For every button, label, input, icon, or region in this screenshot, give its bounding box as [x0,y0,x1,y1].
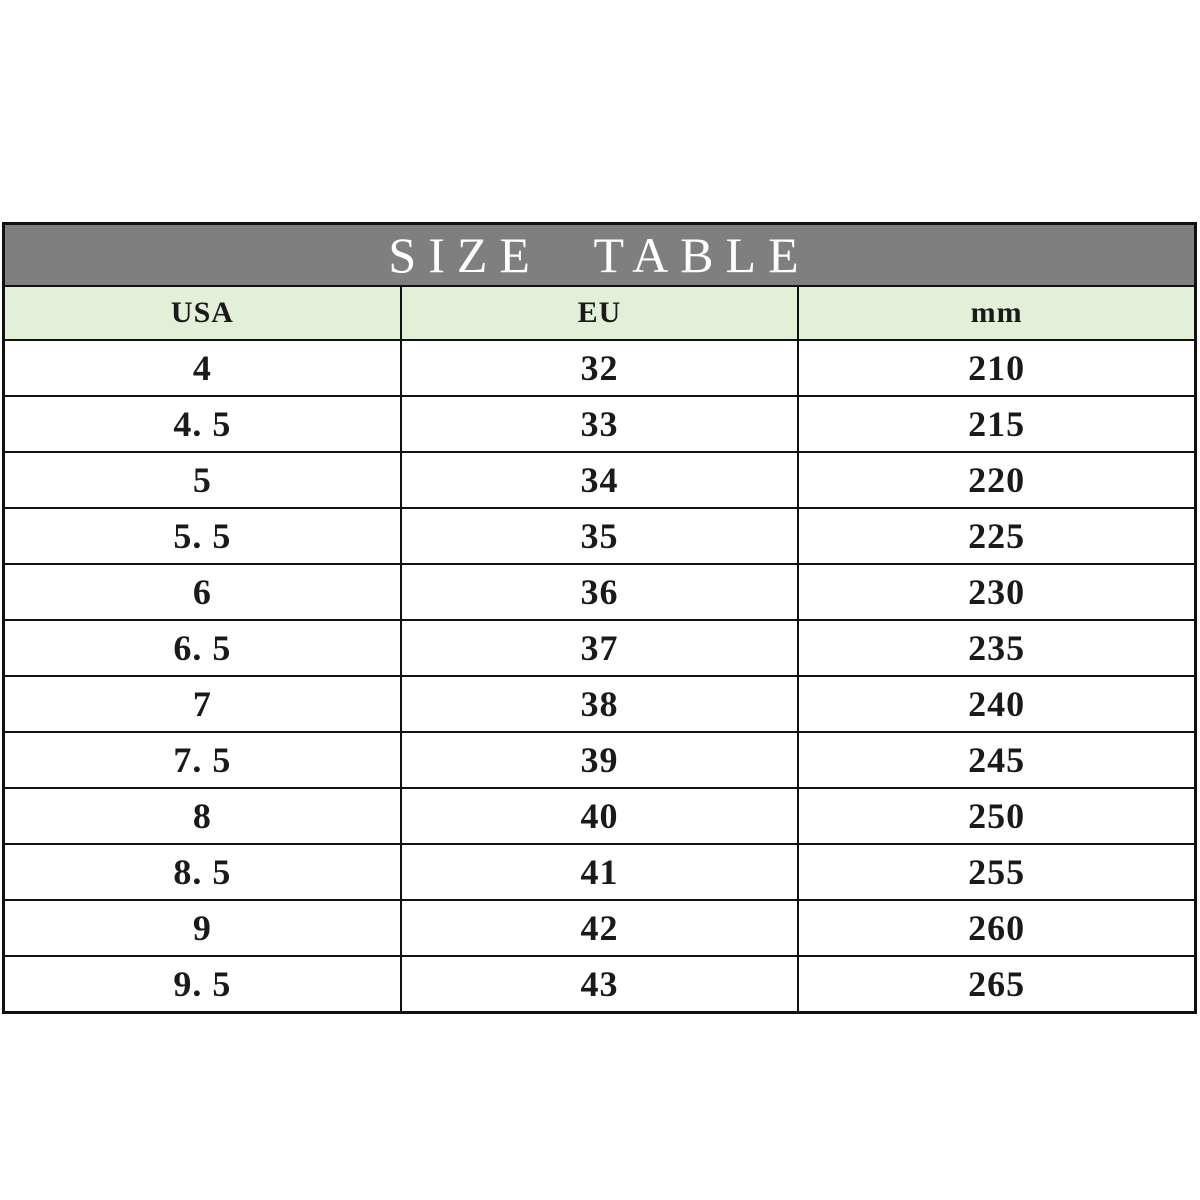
usa-size-cell: 9. 5 [2,955,402,1014]
table-row: 7. 5 39 245 [2,731,1197,789]
eu-size-cell: 32 [399,339,800,397]
size-table-body: 4 32 210 4. 5 33 215 5 34 220 5. 5 35 22… [2,339,1197,1014]
usa-size-cell: 8. 5 [2,843,402,901]
size-table-head: SIZE TABLE USA EU mm [2,222,1197,341]
mm-length-cell: 265 [797,955,1197,1014]
table-row: 4. 5 33 215 [2,395,1197,453]
mm-length-cell: 215 [797,395,1197,453]
table-row: 4 32 210 [2,339,1197,397]
eu-size-cell: 43 [399,955,800,1014]
eu-size-cell: 37 [399,619,800,677]
eu-size-cell: 41 [399,843,800,901]
size-table: SIZE TABLE USA EU mm 4 32 210 4. 5 33 21… [2,222,1197,1014]
mm-length-cell: 260 [797,899,1197,957]
table-row: 7 38 240 [2,675,1197,733]
mm-length-cell: 220 [797,451,1197,509]
table-title: SIZE TABLE [2,222,1197,287]
column-header-row: USA EU mm [2,285,1197,341]
usa-size-cell: 5 [2,451,402,509]
eu-size-cell: 35 [399,507,800,565]
table-row: 9 42 260 [2,899,1197,957]
usa-size-cell: 7 [2,675,402,733]
column-header-eu: EU [399,285,800,341]
eu-size-cell: 38 [399,675,800,733]
usa-size-cell: 9 [2,899,402,957]
mm-length-cell: 250 [797,787,1197,845]
mm-length-cell: 230 [797,563,1197,621]
eu-size-cell: 34 [399,451,800,509]
mm-length-cell: 255 [797,843,1197,901]
table-row: 9. 5 43 265 [2,955,1197,1014]
column-header-mm: mm [797,285,1197,341]
table-row: 5. 5 35 225 [2,507,1197,565]
title-row: SIZE TABLE [2,222,1197,287]
usa-size-cell: 7. 5 [2,731,402,789]
mm-length-cell: 235 [797,619,1197,677]
usa-size-cell: 4. 5 [2,395,402,453]
usa-size-cell: 5. 5 [2,507,402,565]
table-row: 6 36 230 [2,563,1197,621]
usa-size-cell: 4 [2,339,402,397]
usa-size-cell: 8 [2,787,402,845]
table-row: 8 40 250 [2,787,1197,845]
eu-size-cell: 39 [399,731,800,789]
eu-size-cell: 33 [399,395,800,453]
usa-size-cell: 6 [2,563,402,621]
table-row: 5 34 220 [2,451,1197,509]
eu-size-cell: 36 [399,563,800,621]
column-header-usa: USA [2,285,402,341]
eu-size-cell: 40 [399,787,800,845]
table-row: 8. 5 41 255 [2,843,1197,901]
mm-length-cell: 240 [797,675,1197,733]
mm-length-cell: 225 [797,507,1197,565]
eu-size-cell: 42 [399,899,800,957]
mm-length-cell: 210 [797,339,1197,397]
mm-length-cell: 245 [797,731,1197,789]
usa-size-cell: 6. 5 [2,619,402,677]
table-row: 6. 5 37 235 [2,619,1197,677]
